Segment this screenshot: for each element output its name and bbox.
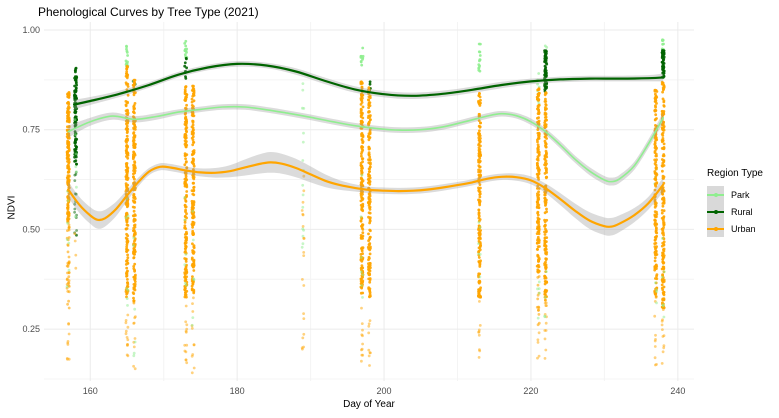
y-tick-label: 0.25 — [22, 324, 40, 334]
ribbon-urban — [68, 151, 664, 236]
legend-key-urban — [707, 220, 724, 237]
scatter-points — [65, 38, 666, 375]
y-tick-label: 0.75 — [22, 125, 40, 135]
smooth-lines — [67, 62, 665, 229]
x-tick-label: 180 — [230, 386, 245, 396]
x-tick-label: 160 — [83, 386, 98, 396]
legend-key-rural — [707, 203, 724, 220]
ribbon-park — [68, 103, 664, 186]
legend-item-label: Park — [731, 189, 750, 200]
x-tick-label: 200 — [377, 386, 392, 396]
y-tick-label: 1.00 — [22, 25, 40, 35]
legend-item-label: Urban — [731, 223, 756, 234]
y-axis-title: NDVI — [6, 195, 18, 220]
legend-key-park — [707, 186, 724, 203]
legend-key-dot-urban — [713, 226, 718, 231]
y-axis-ticks: 0.25 0.50 0.75 1.00 — [22, 25, 40, 334]
legend-item-park: Park — [707, 186, 763, 203]
legend-item-urban: Urban — [707, 220, 763, 237]
x-tick-label: 240 — [670, 386, 685, 396]
legend-title: Region Type — [707, 168, 763, 179]
smooth-line-park — [67, 105, 664, 183]
legend: Region Type Park Rural Urban — [707, 168, 763, 237]
smooth-line-urban — [67, 161, 665, 229]
x-tick-label: 220 — [523, 386, 538, 396]
legend-item-label: Rural — [731, 206, 753, 217]
x-axis-ticks: 160 180 200 220 240 — [83, 386, 686, 396]
legend-key-dot-park — [713, 192, 718, 197]
legend-item-rural: Rural — [707, 203, 763, 220]
y-tick-label: 0.50 — [22, 224, 40, 234]
smooth-line-rural — [73, 62, 665, 106]
legend-items: Park Rural Urban — [707, 186, 763, 237]
legend-key-dot-rural — [713, 209, 718, 214]
chart-title: Phenological Curves by Tree Type (2021) — [38, 5, 259, 19]
x-axis-title: Day of Year — [343, 399, 395, 410]
